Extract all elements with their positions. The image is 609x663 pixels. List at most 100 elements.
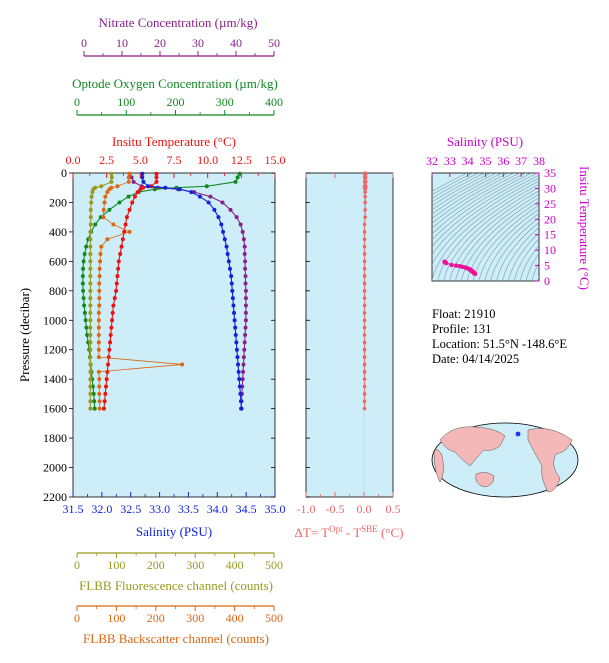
- nitrate-point: [240, 229, 245, 234]
- pressure-tick-label: 2000: [43, 461, 67, 475]
- ts-temperature-tick-label: 5: [544, 259, 550, 273]
- temperature-point: [114, 281, 119, 286]
- world-map: [431, 422, 579, 498]
- temperature-point: [118, 252, 123, 256]
- salinity-point: [236, 362, 241, 367]
- pressure-tick-label: 1600: [43, 402, 67, 416]
- nitrate-tick-label: 20: [154, 36, 166, 50]
- ts-salinity-tick-label: 37: [515, 154, 527, 168]
- axes: 0200400600800100012001400160018002000220…: [43, 36, 556, 625]
- nitrate-point: [242, 340, 247, 345]
- salinity-point: [163, 185, 168, 190]
- delta-t-point: [362, 175, 368, 180]
- nitrate-point: [241, 237, 246, 242]
- salinity-point: [140, 175, 145, 180]
- temperature-point: [103, 391, 108, 396]
- fluorescence-point: [88, 355, 93, 360]
- oxygen-point: [126, 194, 131, 199]
- ts-contour-line: [432, 173, 474, 196]
- nitrate-tick-label: 50: [268, 36, 280, 50]
- salinity-point: [236, 369, 241, 374]
- ts-contour-line: [531, 262, 539, 281]
- backscatter-point: [97, 288, 102, 293]
- temperature-point: [114, 288, 119, 293]
- nitrate-tick-label: 30: [192, 36, 204, 50]
- ts-contour-line: [432, 173, 486, 203]
- delta-t-point: [362, 377, 367, 381]
- ts-temperature-tick-label: 25: [544, 197, 556, 211]
- backscatter-point: [102, 200, 107, 205]
- delta-t-tick-label: -0.5: [326, 502, 345, 516]
- oxygen-point: [83, 318, 88, 323]
- fluorescence-point: [88, 266, 93, 271]
- delta-t-point: [362, 259, 367, 264]
- fluorescence-point: [88, 288, 93, 293]
- temperature-tick-label: 10.0: [197, 153, 218, 167]
- salinity-point: [221, 229, 226, 234]
- nitrate-point: [228, 207, 233, 212]
- delta-t-point: [362, 392, 367, 396]
- nitrate-point: [243, 303, 248, 308]
- delta-t-title-sup-2: SBE: [361, 524, 378, 534]
- backscatter-point: [101, 215, 106, 220]
- delta-t-axis-title: ΔT= TOpt - TSBE (°C): [295, 524, 404, 540]
- nitrate-point: [220, 200, 225, 205]
- pressure-tick-label: 1200: [43, 343, 67, 357]
- salinity-point: [189, 190, 194, 195]
- backscatter-point: [96, 310, 101, 315]
- nitrate-tick-label: 40: [230, 36, 242, 50]
- backscatter-point: [180, 362, 185, 367]
- oxygen-axis-title: Optode Oxygen Concentration (µm/kg): [72, 76, 278, 91]
- temperature-point: [110, 310, 115, 315]
- nitrate-point: [243, 296, 248, 301]
- ts-contour-line: [466, 201, 539, 281]
- pressure-tick-label: 200: [49, 195, 67, 209]
- temperature-point: [109, 325, 114, 330]
- delta-t-point: [362, 303, 367, 308]
- backscatter-point: [97, 377, 102, 382]
- backscatter-point: [97, 399, 102, 404]
- ts-contour-line: [432, 173, 503, 215]
- backscatter-tick-label: 300: [186, 611, 204, 625]
- oxygen-point: [107, 207, 112, 212]
- salinity-tick-label: 34.5: [236, 502, 257, 516]
- fluorescence-point: [88, 369, 93, 374]
- oxygen-tick-label: 400: [265, 95, 283, 109]
- delta-t-point: [362, 340, 367, 345]
- oxygen-point: [204, 184, 209, 189]
- delta-t-point: [362, 252, 367, 256]
- ts-contour-group: [432, 173, 539, 281]
- ts-contour-line: [432, 173, 468, 192]
- salinity-point: [237, 377, 242, 382]
- nitrate-point: [131, 179, 136, 184]
- oxygen-point: [92, 406, 97, 411]
- fluorescence-tick-label: 500: [265, 558, 283, 572]
- ts-contour-line: [432, 173, 497, 211]
- ts-temperature-tick-label: 30: [544, 181, 556, 195]
- nitrate-tick-label: 10: [116, 36, 128, 50]
- oxygen-point: [81, 266, 86, 271]
- salinity-point: [232, 318, 237, 323]
- backscatter-tick-label: 400: [226, 611, 244, 625]
- nitrate-point: [208, 194, 213, 199]
- ts-salinity-tick-label: 36: [497, 154, 509, 168]
- fluorescence-point: [88, 222, 93, 227]
- salinity-point: [234, 347, 239, 352]
- temperature-point: [107, 347, 112, 352]
- backscatter-point: [96, 369, 101, 374]
- oxygen-point: [91, 391, 96, 396]
- oxygen-point: [81, 288, 86, 293]
- backscatter-point: [96, 340, 101, 345]
- salinity-point: [197, 194, 202, 199]
- fluorescence-point: [88, 399, 93, 404]
- fluorescence-point: [109, 171, 114, 176]
- backscatter-point: [127, 171, 132, 176]
- delta-t-point: [362, 384, 367, 389]
- oxygen-point: [82, 310, 87, 315]
- ts-salinity-tick-label: 34: [462, 154, 474, 168]
- nitrate-point: [243, 281, 248, 286]
- fluorescence-point: [88, 310, 93, 315]
- temperature-point: [110, 318, 115, 323]
- ts-contour-line: [432, 174, 539, 256]
- salinity-tick-label: 32.5: [120, 502, 141, 516]
